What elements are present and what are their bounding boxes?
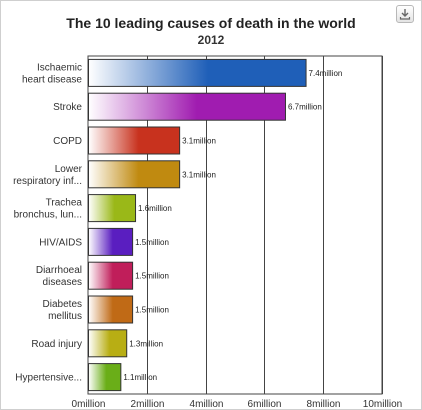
category-label: COPD: [53, 136, 82, 147]
bar[interactable]: [88, 92, 286, 121]
category-label: HIV/AIDS: [39, 237, 82, 248]
x-axis: 0million 2million 4million 6million 8million…: [72, 399, 403, 410]
data-label: 1.3million: [129, 339, 163, 348]
category-labels: Ischaemic heart disease Stroke COPD Lower res…: [13, 62, 83, 383]
data-label: 1.5million: [135, 272, 169, 281]
data-label: 1.6million: [138, 204, 172, 213]
category-label: Stroke: [53, 102, 82, 113]
category-label: Diabetes mellitus: [43, 299, 82, 322]
data-label: 3.1million: [182, 170, 216, 179]
category-label: Diarrhoeal diseases: [36, 265, 82, 288]
bar[interactable]: [88, 194, 137, 223]
bar[interactable]: [88, 160, 181, 189]
bar[interactable]: [88, 227, 134, 256]
x-tick-label: 8million: [307, 399, 341, 410]
data-label: 6.7million: [288, 103, 322, 112]
data-label: 3.1million: [182, 137, 216, 146]
chart-title: The 10 leading causes of death in the wo…: [66, 15, 356, 31]
data-label: 7.4million: [309, 69, 343, 78]
x-tick-label: 6million: [248, 399, 282, 410]
x-tick-label: 4million: [190, 399, 224, 410]
bar[interactable]: [88, 58, 307, 87]
download-icon: [399, 9, 411, 20]
export-button[interactable]: [396, 5, 414, 23]
category-label: Hypertensive...: [15, 373, 82, 384]
bar[interactable]: [88, 126, 181, 155]
data-label: 1.5million: [135, 238, 169, 247]
category-label: Ischaemic heart disease: [22, 62, 82, 85]
category-label: Trachea bronchus, lun...: [14, 198, 83, 221]
data-label: 1.1million: [123, 373, 157, 382]
bars: 7.4million 6.7million 3.1million 3.1million…: [88, 58, 343, 392]
category-label: Lower respiratory inf...: [13, 164, 83, 187]
x-tick-label: 0million: [72, 399, 106, 410]
chart-subtitle: 2012: [197, 33, 225, 47]
bar[interactable]: [88, 329, 128, 358]
bar[interactable]: [88, 261, 134, 290]
x-tick-label: 2million: [131, 399, 165, 410]
category-label: Road injury: [31, 339, 82, 350]
x-tick-label: 10million: [363, 399, 402, 410]
bar[interactable]: [88, 295, 134, 324]
bar[interactable]: [88, 363, 122, 392]
data-label: 1.5million: [135, 306, 169, 315]
